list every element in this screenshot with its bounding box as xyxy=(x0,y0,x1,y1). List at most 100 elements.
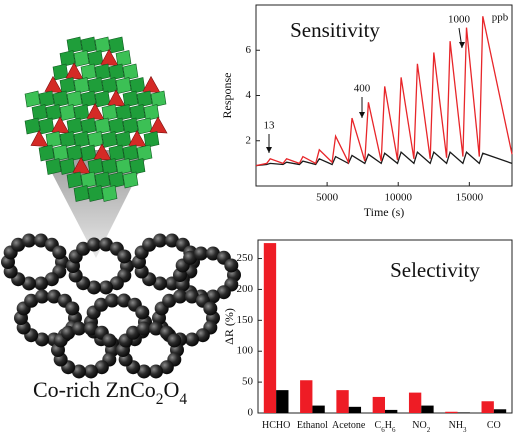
sphere xyxy=(109,276,124,291)
sphere xyxy=(99,237,114,252)
crystal-octahedron xyxy=(52,63,69,81)
crystal-octahedron xyxy=(73,104,90,121)
sphere xyxy=(172,289,187,304)
crystal-octahedron xyxy=(129,158,146,175)
sphere xyxy=(183,250,198,265)
sphere xyxy=(24,293,39,308)
crystal-octahedron xyxy=(87,185,104,202)
crystal-tetrahedron xyxy=(51,116,70,134)
crystal-octahedron xyxy=(38,144,55,162)
crystal-octahedron xyxy=(24,90,41,108)
crystal-tetrahedron xyxy=(149,116,168,134)
crystal-octahedron xyxy=(66,117,83,135)
sphere xyxy=(21,233,36,248)
bar xyxy=(276,390,289,413)
crystal-octahedron xyxy=(80,144,97,162)
crystal-octahedron xyxy=(136,144,153,162)
sphere xyxy=(135,305,150,320)
sphere xyxy=(206,246,221,261)
sphere xyxy=(102,333,117,348)
sphere xyxy=(104,293,119,308)
sphere xyxy=(136,364,151,379)
crystal-octahedron xyxy=(108,117,125,135)
x-tick-label: 15000 xyxy=(456,192,484,204)
annotation: 1000 xyxy=(448,14,471,26)
x-tick-label: NO2 xyxy=(412,420,430,433)
sphere xyxy=(21,276,36,291)
crystal-octahedron xyxy=(129,104,146,121)
crystal-octahedron xyxy=(143,131,160,148)
crystal-tetrahedron xyxy=(107,89,126,107)
bar xyxy=(408,392,422,413)
response-line xyxy=(255,150,513,167)
crystal-octahedron xyxy=(38,90,55,108)
crystal-octahedron xyxy=(101,185,118,202)
sphere xyxy=(136,321,151,336)
sphere xyxy=(117,249,132,264)
x-tick-label: Ethanol xyxy=(297,420,328,431)
sphere xyxy=(185,289,200,304)
y-tick-label: 0 xyxy=(248,407,254,419)
sphere xyxy=(203,301,218,316)
crystal-octahedron xyxy=(129,77,146,94)
sphere xyxy=(34,276,49,291)
bar xyxy=(336,390,349,413)
bar xyxy=(421,405,434,413)
sphere xyxy=(149,321,164,336)
crystal-octahedron xyxy=(94,117,111,135)
bar xyxy=(300,380,313,413)
crystal-octahedron xyxy=(59,77,76,94)
response-line xyxy=(255,16,513,167)
crystal-octahedron xyxy=(59,158,76,175)
crystal-octahedron xyxy=(150,90,167,108)
arrow-head xyxy=(266,147,272,153)
y-tick-label: 150 xyxy=(237,314,254,326)
sphere xyxy=(84,364,99,379)
y-tick-label: 6 xyxy=(246,44,252,56)
crystal-octahedron xyxy=(122,171,139,189)
crystal-octahedron xyxy=(101,104,118,121)
crystal-octahedron xyxy=(59,131,76,148)
sphere xyxy=(94,297,109,312)
sphere xyxy=(71,321,86,336)
sphere xyxy=(94,360,109,375)
crystal-octahedron xyxy=(122,117,139,135)
crystal-octahedron xyxy=(143,104,160,121)
x-tick-label: C6H6 xyxy=(375,420,396,433)
crystal-octahedron xyxy=(66,171,83,189)
x-tick-label: Acetone xyxy=(332,420,366,431)
x-tick-label: 5000 xyxy=(316,192,339,204)
bar xyxy=(348,406,362,413)
sphere xyxy=(52,245,67,260)
crystal-octahedron xyxy=(52,144,69,162)
crystal-octahedron xyxy=(87,158,104,175)
annotation: ppb xyxy=(492,12,509,24)
crystal-tetrahedron xyxy=(65,62,84,80)
arrow-head xyxy=(459,42,465,48)
crystal-octahedron xyxy=(80,117,97,135)
crystal-octahedron xyxy=(94,36,111,54)
sphere xyxy=(61,325,76,340)
bar xyxy=(481,401,494,413)
sphere xyxy=(224,258,239,273)
crystal-octahedron xyxy=(94,171,111,189)
sphere xyxy=(34,233,49,248)
crystal-octahedron xyxy=(136,90,153,108)
crystal-octahedron xyxy=(122,63,139,81)
sphere xyxy=(167,333,182,348)
x-tick-label: HCHO xyxy=(262,420,290,431)
crystal-octahedron xyxy=(45,131,62,148)
bar xyxy=(445,411,458,413)
bar xyxy=(263,243,277,413)
sphere xyxy=(152,276,167,291)
crystal-octahedron xyxy=(73,50,90,67)
sphere xyxy=(117,293,132,308)
crystal-tetrahedron xyxy=(93,143,112,161)
y-tick-label: 200 xyxy=(237,283,254,295)
y-tick-label: 4 xyxy=(246,89,252,101)
x-tick-label: NH3 xyxy=(449,420,467,433)
crystal-octahedron xyxy=(59,104,76,121)
y-tick-label: 50 xyxy=(242,376,254,388)
bar xyxy=(457,412,470,413)
